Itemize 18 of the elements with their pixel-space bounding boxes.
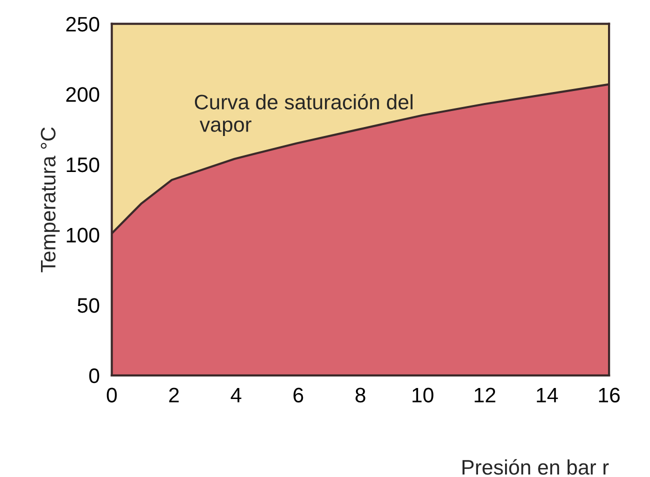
y-tick-label: 100 xyxy=(66,228,100,243)
x-tick-label: 12 xyxy=(474,388,496,402)
y-tick-label: 0 xyxy=(89,368,100,384)
y-tick-label: 50 xyxy=(78,298,100,313)
x-tick-label: 10 xyxy=(412,388,434,403)
y-axis-title: Temperatura °C xyxy=(40,127,60,272)
x-tick-label: 14 xyxy=(536,388,558,402)
x-axis-title: Presión en bar r xyxy=(462,459,609,475)
x-tick-label: 4 xyxy=(230,388,242,402)
x-tick-label: 2 xyxy=(169,388,179,402)
y-tick-label: 150 xyxy=(66,157,100,172)
y-tick-label: 200 xyxy=(66,87,100,102)
x-tick-label: 8 xyxy=(356,388,366,403)
x-tick-label: 0 xyxy=(106,388,117,403)
x-tick-label: 16 xyxy=(599,388,620,403)
y-tick-label: 250 xyxy=(66,16,100,32)
x-tick-label: 6 xyxy=(294,388,304,403)
annotation: Curva de saturación del vapor xyxy=(194,94,412,136)
